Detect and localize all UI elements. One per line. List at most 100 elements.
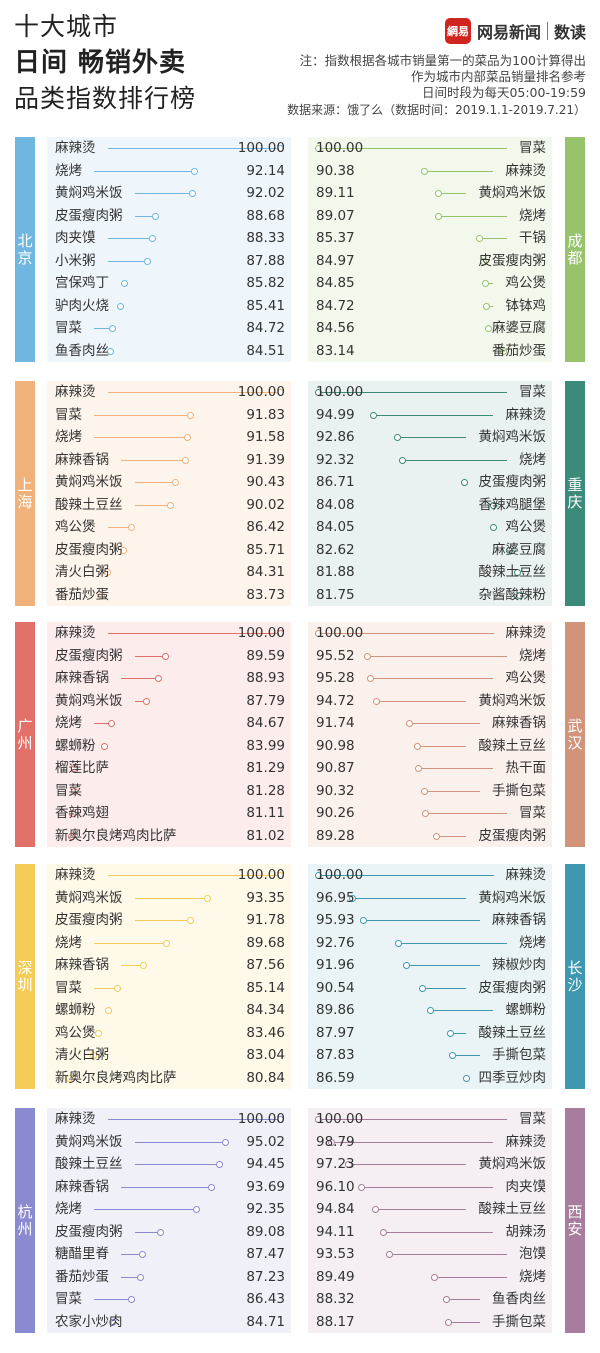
index-dot: [277, 630, 284, 637]
index-dot: [415, 765, 423, 772]
index-value: 83.46: [246, 1024, 285, 1041]
index-value: 98.79: [316, 1133, 355, 1150]
index-line: [322, 1119, 507, 1120]
index-value: 89.07: [316, 207, 355, 224]
dish-label: 冒菜: [519, 1111, 546, 1127]
table-row: 糖醋里脊 87.47: [47, 1243, 291, 1266]
note-line-1: 注：指数根据各城市销量第一的菜品为100计算得出: [299, 53, 586, 68]
index-dot: [189, 190, 197, 197]
dish-label: 皮蛋瘦肉粥: [478, 979, 547, 996]
table-row: 麻辣烫 100.00: [47, 864, 291, 887]
index-dot: [370, 411, 378, 419]
city-section: 深圳 麻辣烫 100.00 黄焖鸡米饭 93.35 皮蛋瘦肉粥 91.78 烧烤 89.68 麻辣…: [0, 864, 600, 1089]
table-row: 新奥尔良烤鸡肉比萨 80.84: [47, 1067, 291, 1090]
city-tab: 北京: [15, 137, 35, 362]
index-value: 84.97: [316, 252, 355, 269]
index-dot: [116, 302, 124, 310]
index-value: 83.04: [246, 1047, 285, 1063]
index-line: [134, 1141, 223, 1143]
index-dot: [328, 1138, 336, 1146]
index-value: 86.59: [316, 1069, 355, 1086]
city-section: 广州 麻辣烫 100.00 皮蛋瘦肉粥 89.59 麻辣香锅 88.93 黄焖鸡米饭 87.79…: [0, 622, 600, 847]
index-dot: [119, 546, 127, 554]
table-row: 冒菜 100.00: [308, 137, 552, 160]
dish-label: 鸡公煲: [55, 1024, 96, 1041]
city-section: 杭州 麻辣烫 100.00 黄焖鸡米饭 95.02 酸辣土豆丝 94.45 麻辣香锅 93.69…: [0, 1108, 600, 1333]
dish-label: 烧烤: [55, 162, 82, 179]
city-tab: 深圳: [15, 864, 35, 1089]
index-dot: [215, 1161, 223, 1168]
index-dot: [443, 1296, 451, 1303]
index-dot: [490, 501, 498, 509]
index-value: 89.49: [316, 1268, 355, 1285]
dish-label: 烧烤: [55, 429, 82, 445]
index-value: 95.02: [246, 1133, 285, 1150]
table-row: 香辣鸡翅 81.11: [47, 802, 291, 825]
index-dot: [506, 546, 514, 554]
index-value: 88.32: [316, 1291, 355, 1307]
index-line: [107, 148, 277, 149]
index-line: [429, 813, 507, 814]
city-panel: 冒菜 100.00 麻辣烫 98.79 黄焖鸡米饭 97.23 肉夹馍 96.10 酸辣土豆丝 9…: [308, 1108, 552, 1333]
note-line-2: 作为城市内部菜品销量排名参考: [410, 69, 586, 84]
dish-label: 麻辣香锅: [55, 451, 109, 468]
table-row: 麻辣烫 94.99: [308, 404, 552, 427]
index-dot: [104, 569, 112, 576]
index-dot: [106, 347, 114, 355]
index-dot: [414, 742, 422, 750]
dish-label: 鸡公煲: [55, 519, 96, 535]
dish-label: 冒菜: [55, 406, 82, 423]
index-line: [410, 965, 480, 966]
index-value: 100.00: [237, 1111, 285, 1127]
table-row: 辣椒炒肉 91.96: [308, 954, 552, 977]
index-line: [322, 392, 507, 393]
index-value: 84.72: [246, 320, 285, 336]
index-dot: [379, 1228, 387, 1236]
index-line: [94, 723, 109, 724]
dish-label: 烧烤: [519, 451, 546, 468]
table-row: 番茄炒蛋 87.23: [47, 1266, 291, 1289]
city-name: 北京: [15, 232, 34, 267]
index-value: 81.11: [246, 805, 285, 821]
index-dot: [420, 167, 428, 175]
index-dot: [69, 810, 77, 817]
table-row: 麻辣烫 100.00: [47, 622, 291, 645]
dish-label: 清火白粥: [55, 564, 109, 580]
index-value: 84.67: [246, 715, 285, 731]
index-value: 96.10: [316, 1178, 355, 1195]
table-row: 酸辣土豆丝 90.98: [308, 735, 552, 758]
index-value: 81.02: [246, 827, 285, 844]
table-row: 干锅 85.37: [308, 227, 552, 250]
index-line: [426, 987, 467, 989]
index-line: [107, 260, 144, 262]
dish-label: 新奥尔良烤鸡肉比萨: [55, 1069, 177, 1086]
dish-label: 冒菜: [55, 320, 82, 336]
index-value: 81.29: [246, 760, 285, 776]
table-row: 酸辣土豆丝 94.84: [308, 1198, 552, 1221]
index-value: 100.00: [316, 140, 364, 156]
index-value: 94.84: [316, 1201, 355, 1217]
index-line: [439, 835, 467, 837]
dish-label: 冒菜: [519, 805, 546, 821]
index-value: 90.02: [246, 496, 285, 513]
index-line: [380, 700, 467, 702]
index-value: 89.86: [316, 1002, 355, 1018]
dish-label: 烧烤: [519, 647, 546, 664]
index-dot: [207, 1183, 215, 1191]
city-tab: 长沙: [565, 864, 585, 1089]
index-value: 97.23: [316, 1156, 355, 1172]
index-line: [352, 1164, 467, 1165]
index-value: 84.56: [316, 320, 355, 336]
index-dot: [277, 872, 284, 879]
dish-label: 麻辣烫: [55, 625, 96, 641]
index-line: [134, 504, 168, 506]
index-line: [134, 1231, 157, 1233]
dish-label: 干锅: [519, 230, 546, 246]
index-dot: [484, 325, 492, 332]
index-dot: [184, 434, 192, 441]
index-dot: [190, 167, 198, 175]
index-line: [322, 148, 507, 149]
city-name: 长沙: [565, 959, 584, 994]
city-panel: 麻辣烫 100.00 黄焖鸡米饭 96.95 麻辣香锅 95.93 烧烤 92.76 辣椒炒肉 9…: [308, 864, 552, 1089]
dish-label: 番茄炒蛋: [492, 342, 546, 359]
